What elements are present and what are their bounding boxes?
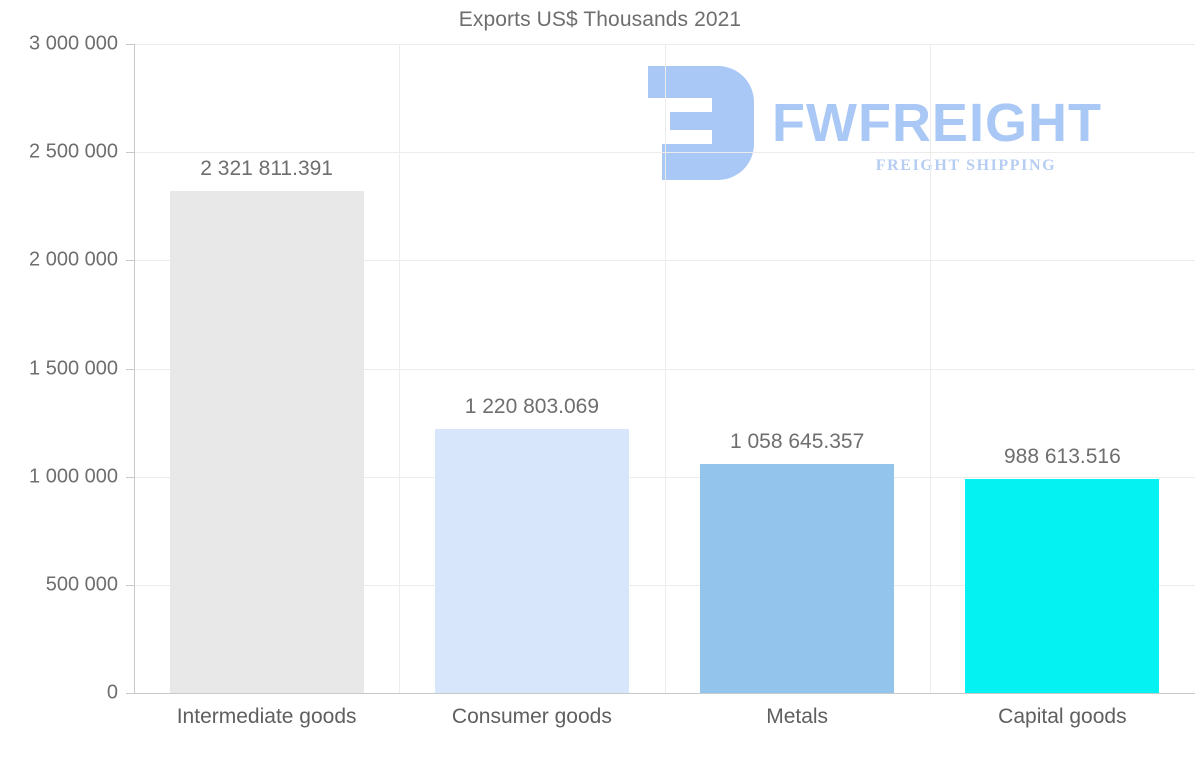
y-tick-mark [126,476,134,478]
y-axis-tick-label: 1 000 000 [29,465,118,488]
gridline-vertical [930,44,931,693]
gridline-horizontal [134,260,1195,262]
y-axis-tick-label: 2 500 000 [29,140,118,163]
chart-title: Exports US$ Thousands 2021 [458,8,742,31]
gridline-vertical [399,44,400,693]
y-axis-tick-label: 1 500 000 [29,357,118,379]
gridline-horizontal [134,152,1195,154]
y-tick-mark [126,44,134,45]
plot-area: 2 321 811.391 1 220 803.069 1 058 645.357 9… [134,44,1195,694]
y-axis-tick-label: 3 000 000 [29,32,118,55]
y-axis-line [134,44,135,694]
y-axis-tick-label: 500 000 [45,573,118,596]
bar-value-label: 1 220 803.069 [464,394,600,418]
bar[interactable] [435,428,629,693]
x-axis-tick-label: Capital goods [998,705,1127,728]
y-tick-mark [126,368,134,370]
x-axis-tick-label: Metals [766,705,829,728]
x-axis-line [134,693,1195,694]
bar[interactable] [700,463,894,693]
bar[interactable] [965,479,1159,693]
bar[interactable] [170,190,364,693]
y-tick-mark [126,260,134,262]
gridline-horizontal [134,476,1195,478]
x-axis-tick-label: Intermediate goods [176,705,357,728]
gridline-horizontal [134,368,1195,370]
bar-value-label: 1 058 645.357 [729,429,865,453]
gridline-horizontal [134,584,1195,586]
y-tick-mark [126,584,134,586]
bar-value-label: 2 321 811.391 [200,156,333,180]
bar-value-label: 988 613.516 [1003,445,1121,469]
y-tick-mark [126,693,134,694]
x-axis-tick-label: Consumer goods [451,705,612,728]
gridline-vertical [665,44,666,693]
gridline-horizontal [134,44,1195,45]
y-axis-tick-label: 0 [106,681,118,704]
y-axis-tick-label: 2 000 000 [29,248,118,271]
y-tick-mark [126,152,134,154]
